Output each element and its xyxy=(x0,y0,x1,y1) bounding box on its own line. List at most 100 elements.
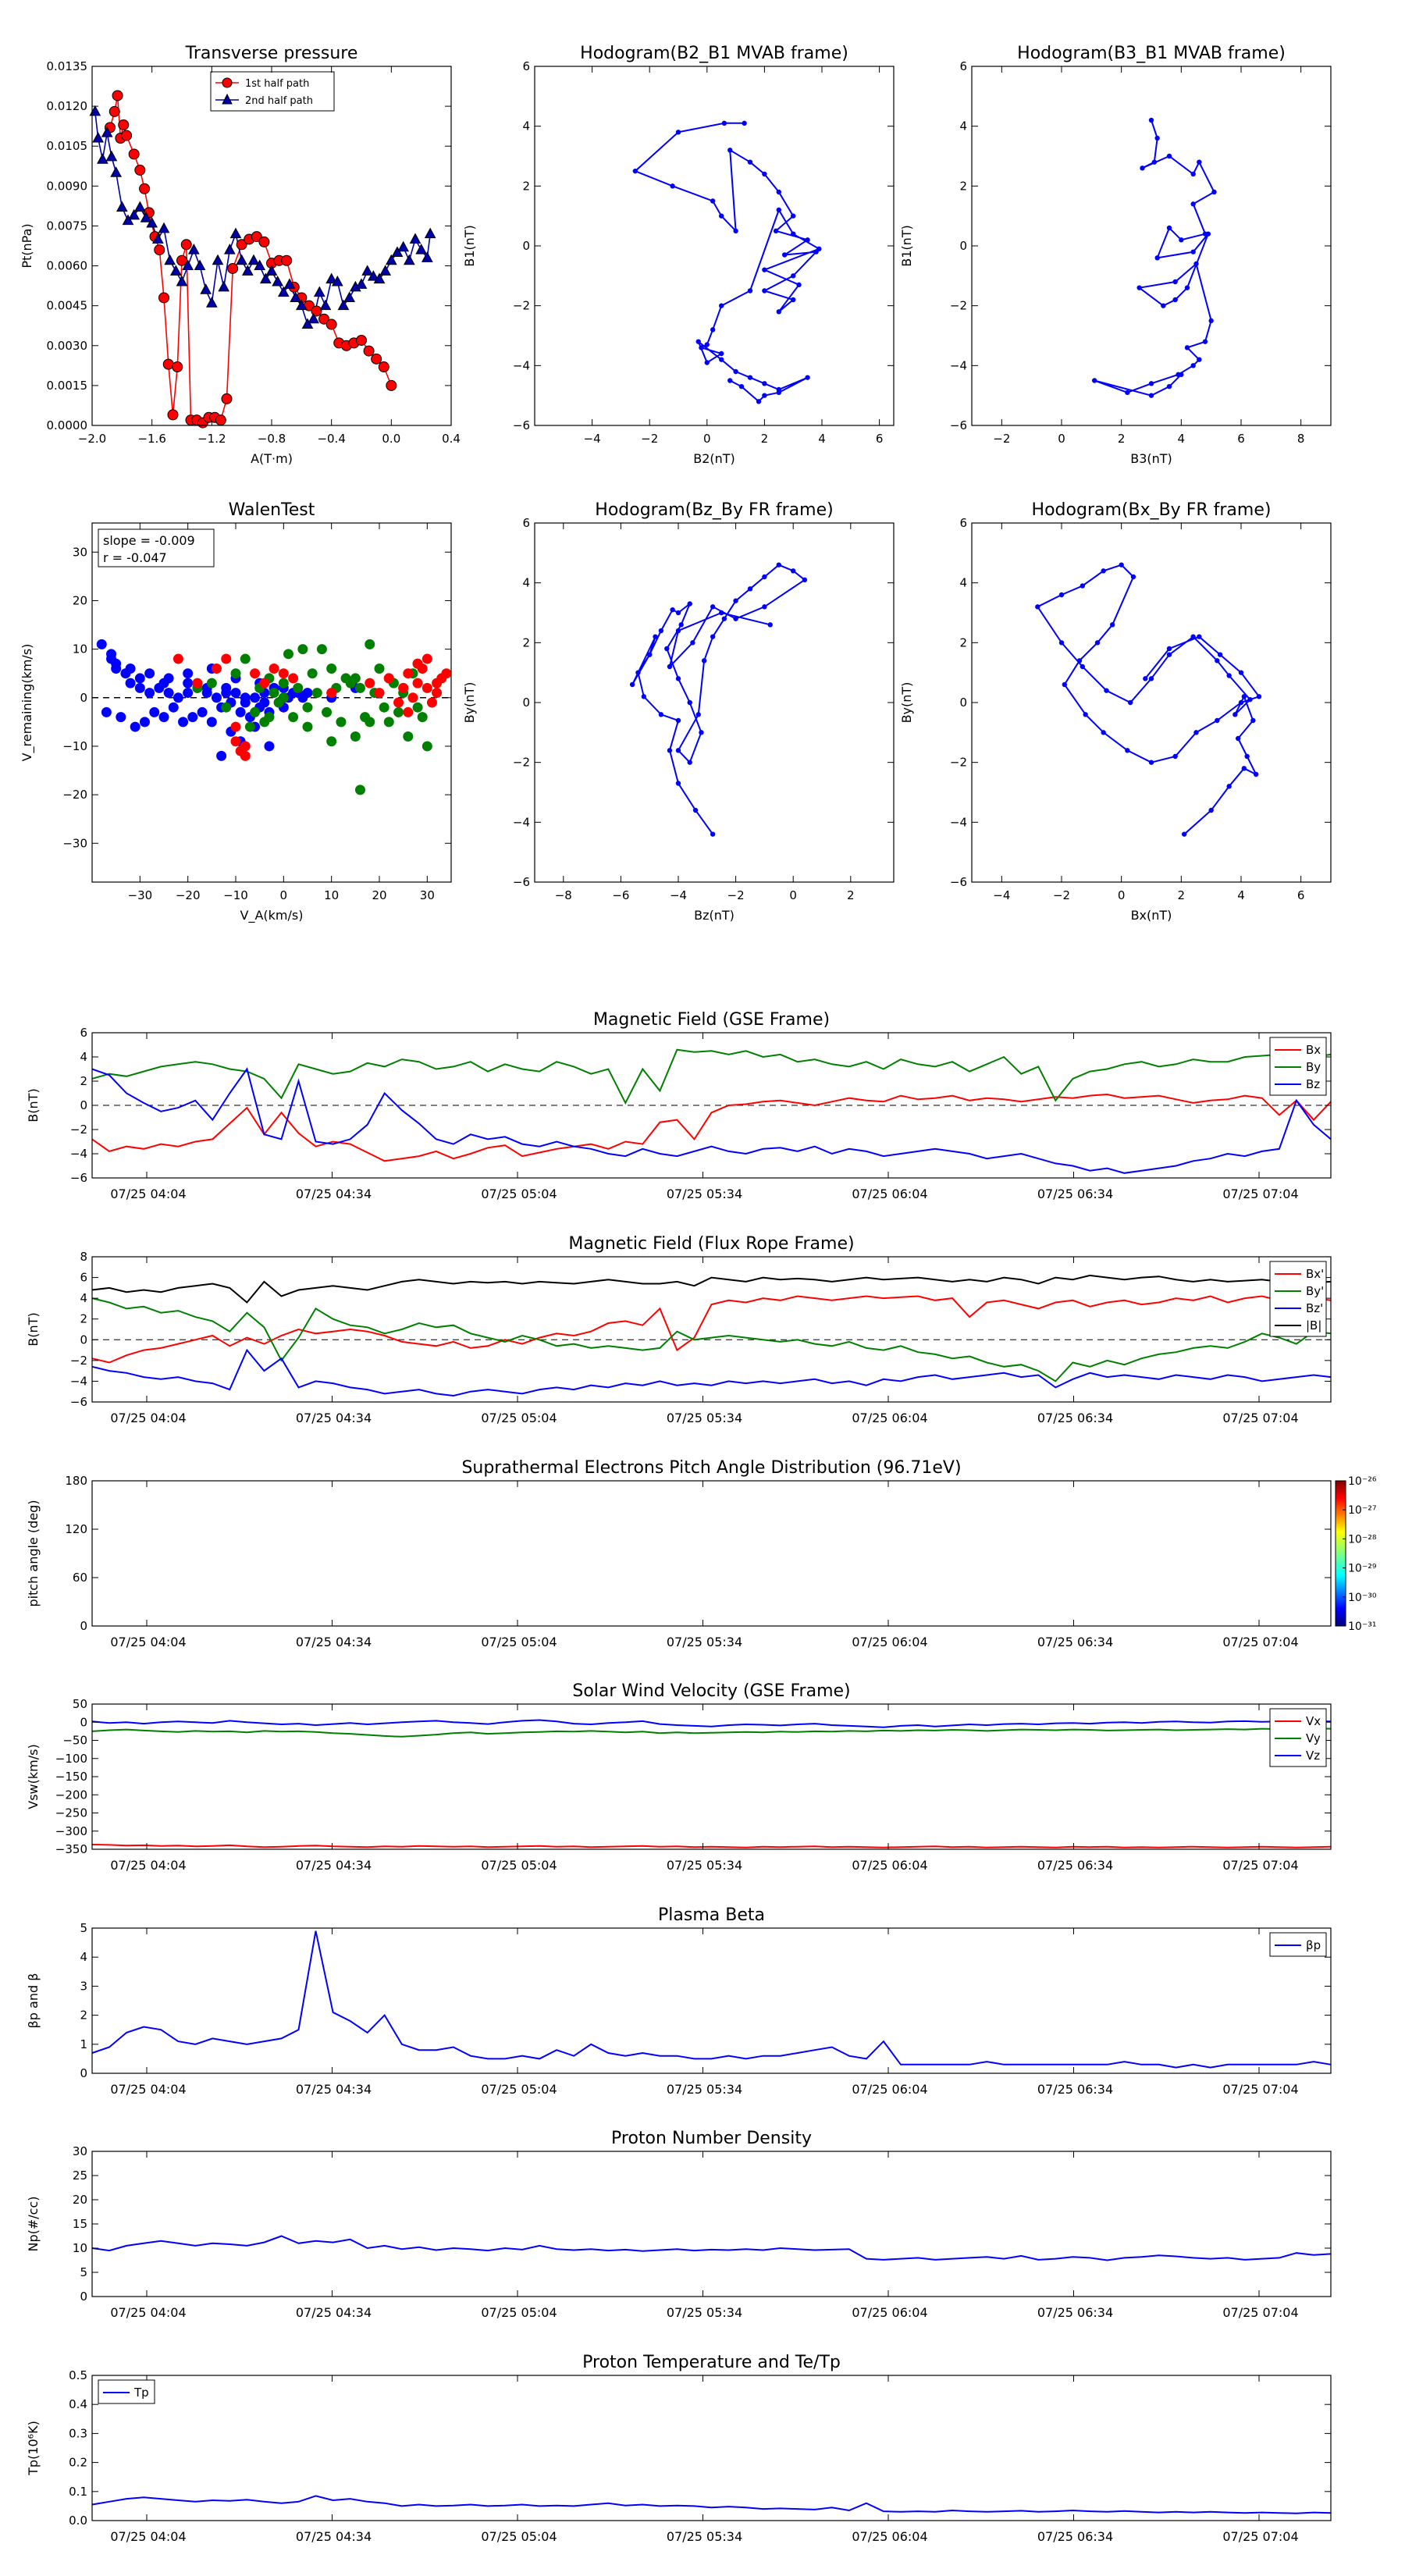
mag-gse-ytick-label: −2 xyxy=(70,1123,87,1137)
hodogram-b2-b1-point xyxy=(704,342,710,347)
hodogram-bx-by-xtick-label: 0 xyxy=(1118,888,1126,902)
hodogram-b2-b1-frame xyxy=(534,66,895,426)
mag-fr-ytick-label: 2 xyxy=(80,1312,87,1326)
hodogram-bx-by-point xyxy=(1226,673,1232,678)
plasma-beta-ytick-label: 5 xyxy=(80,1921,87,1935)
mag-fr-xtick-label: 07/25 04:04 xyxy=(110,1411,186,1425)
walen-point-blue xyxy=(240,692,251,703)
walen-point-green xyxy=(354,785,365,795)
proton-density-ylabel: Np(#/cc) xyxy=(26,2197,41,2252)
hodogram-b2-b1-ylabel: B1(nT) xyxy=(462,225,477,267)
proton-density-ytick-label: 10 xyxy=(73,2241,87,2255)
hodogram-b3-b1-point xyxy=(1154,135,1160,141)
hodogram-b2-b1-point xyxy=(719,350,724,357)
walen-point-green xyxy=(422,741,432,752)
hodogram-bx-by-point xyxy=(1125,748,1130,753)
mag-gse-series-Bz xyxy=(91,1067,1332,1174)
hodogram-b2-b1-xtick-label: 0 xyxy=(703,432,711,446)
hodogram-b3-b1-ytick-label: −6 xyxy=(950,418,967,432)
hodogram-b3-b1-xtick-label: 6 xyxy=(1237,432,1245,446)
hodogram-b2-b1-ytick-label: 6 xyxy=(522,59,530,73)
proton-density-ytick-label: 20 xyxy=(73,2193,87,2207)
mag-gse-series-By xyxy=(91,1048,1332,1105)
hodogram-bx-by-point xyxy=(1197,634,1202,639)
pt-series-1-point xyxy=(251,231,262,243)
walen-point-red xyxy=(278,668,289,679)
walen-point-green xyxy=(383,717,394,728)
walen-point-green xyxy=(379,702,389,713)
walen-point-green xyxy=(393,706,404,717)
pitch-angle-xtick-label: 07/25 04:34 xyxy=(296,1635,372,1649)
proton-temperature-ytick-label: 0.1 xyxy=(69,2485,87,2499)
pt-series-2-point xyxy=(101,126,113,137)
hodogram-b2-b1-point xyxy=(762,267,767,272)
pitch-angle-xtick-label: 07/25 07:04 xyxy=(1222,1635,1298,1649)
hodogram-bz-by-point xyxy=(629,681,635,688)
hodogram-bz-by-point xyxy=(695,712,701,717)
hodogram-bz-by-point xyxy=(664,646,670,652)
hodogram-b2-b1-point xyxy=(762,288,767,294)
hodogram-bz-by-point xyxy=(710,634,716,639)
walen-test-ytick-label: 20 xyxy=(73,593,87,607)
pt-series-2-point xyxy=(290,291,302,302)
hodogram-bz-by-point xyxy=(687,760,692,765)
hodogram-bx-by-point xyxy=(1094,640,1101,646)
proton-density-xtick-label: 07/25 05:34 xyxy=(667,2305,742,2320)
proton-density-xtick-label: 07/25 07:04 xyxy=(1222,2305,1298,2320)
hodogram-b3-b1-point xyxy=(1125,390,1130,396)
pt-series-2-point xyxy=(133,201,146,212)
hodogram-bx-by-point xyxy=(1238,699,1244,706)
pt-series-2-point xyxy=(122,214,134,226)
hodogram-b2-b1-point xyxy=(762,171,767,177)
walen-point-blue xyxy=(158,712,169,723)
hodogram-bx-by-point xyxy=(1062,681,1068,688)
walen-point-green xyxy=(206,678,217,688)
solar-wind-velocity-xtick-label: 07/25 04:34 xyxy=(296,1858,372,1873)
solar-wind-velocity-xtick-label: 07/25 06:04 xyxy=(852,1858,927,1873)
hodogram-bz-by-point xyxy=(675,781,681,786)
mag-gse-ytick-label: 6 xyxy=(80,1026,87,1040)
walen-r-text: r = -0.047 xyxy=(103,550,167,565)
pitch-angle-xtick-label: 07/25 05:04 xyxy=(481,1635,557,1649)
walen-point-green xyxy=(412,702,423,713)
plasma-beta-title: Plasma Beta xyxy=(658,1905,765,1925)
hodogram-bx-by-point xyxy=(1232,712,1238,717)
hodogram-b2-b1-point xyxy=(719,357,724,362)
transverse-pressure-ytick-label: 0.0105 xyxy=(47,139,88,153)
pt-series-1-point xyxy=(121,130,133,141)
mag-gse-xtick-label: 07/25 05:34 xyxy=(667,1187,742,1201)
mag-gse-ytick-label: 2 xyxy=(80,1074,87,1088)
walen-annotation-box xyxy=(98,528,215,568)
walen-point-blue xyxy=(96,639,107,649)
proton-temperature-title: Proton Temperature and Te/Tp xyxy=(582,2353,841,2372)
hodogram-bz-by-ylabel: By(nT) xyxy=(462,682,477,724)
walen-point-red xyxy=(365,678,375,688)
pt-series-2-point xyxy=(229,227,242,239)
hodogram-b3-b1-point xyxy=(1148,381,1154,386)
hodogram-b3-b1-point xyxy=(1184,285,1190,290)
proton-density-xtick-label: 07/25 06:34 xyxy=(1037,2305,1113,2320)
walen-point-green xyxy=(288,712,299,723)
mag-fr-xtick-label: 07/25 04:34 xyxy=(296,1411,372,1425)
pt-series-2-point xyxy=(421,251,433,262)
hodogram-bz-by-point xyxy=(658,712,664,717)
colorbar-tick-label: 10⁻³¹ xyxy=(1348,1621,1376,1633)
hodogram-bx-by-point xyxy=(1250,717,1256,724)
pt-series-2-point xyxy=(325,272,338,284)
plasma-beta-ytick-label: 2 xyxy=(80,2008,87,2023)
hodogram-bx-by-point xyxy=(1217,652,1223,657)
walen-point-green xyxy=(350,673,361,684)
hodogram-bx-by-xtick-label: −4 xyxy=(993,888,1010,902)
hodogram-b2-b1-point xyxy=(747,288,753,294)
pt-legend-label: 1st half path xyxy=(245,78,309,90)
mag-gse-xtick-label: 07/25 06:34 xyxy=(1037,1187,1113,1201)
walen-test-ylabel: V_remaining(km/s) xyxy=(20,644,35,762)
transverse-pressure-ytick-label: 0.0075 xyxy=(47,219,88,233)
pitch-angle-ylabel: pitch angle (deg) xyxy=(26,1500,41,1606)
hodogram-bz-by-point xyxy=(678,622,684,628)
pt-series-2-point xyxy=(164,254,176,265)
walen-point-blue xyxy=(111,663,122,674)
mag-fr-xtick-label: 07/25 06:34 xyxy=(1037,1411,1113,1425)
hodogram-b3-b1-title: Hodogram(B3_B1 MVAB frame) xyxy=(1017,44,1286,63)
walen-point-blue xyxy=(211,692,222,703)
